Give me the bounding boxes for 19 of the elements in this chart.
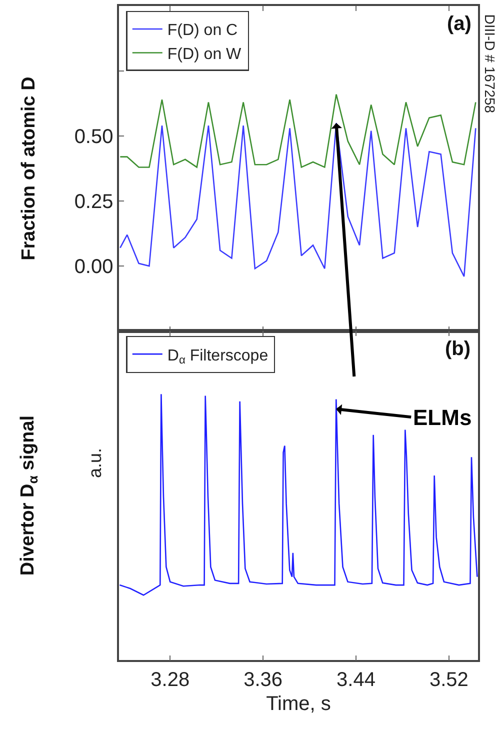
text: DIII-D # 167258 <box>482 14 498 114</box>
y-tick-label: 0.00 <box>74 256 114 278</box>
text: a.u. <box>84 448 105 478</box>
y-tick-label: 0.50 <box>74 126 114 148</box>
x-tick-label: 3.28 <box>150 668 190 691</box>
x-tick-label: 3.44 <box>336 668 376 691</box>
text: (b) <box>445 338 471 360</box>
legend-label: F(D) on C <box>167 22 238 40</box>
y-tick-label: 0.25 <box>74 191 114 214</box>
legend-label: D$_{α}$ Filterscope <box>167 347 268 367</box>
x-tick-label: 3.36 <box>244 668 283 691</box>
x-tick-label: 3.52 <box>429 668 468 691</box>
line-series <box>120 122 476 278</box>
legend-label: F(D) on W <box>167 46 242 64</box>
annotation: (a) <box>447 13 472 35</box>
annotation: ELMs <box>413 405 472 430</box>
line-series <box>120 94 476 168</box>
y-axis-title: Fraction of atomic D <box>18 76 40 260</box>
x-axis-title: Time, s <box>266 692 331 715</box>
